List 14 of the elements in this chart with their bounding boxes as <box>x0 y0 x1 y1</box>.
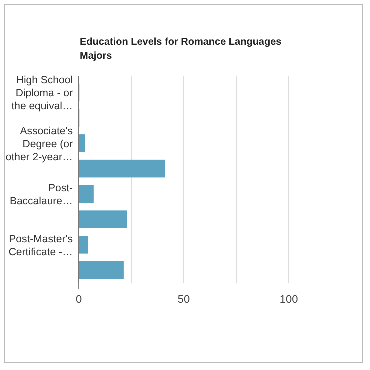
bar <box>79 185 94 204</box>
bar <box>79 160 166 178</box>
y-tick-label: Associate's Degree (or other 2-year… <box>6 125 74 164</box>
x-tick-label: 0 <box>76 294 82 306</box>
bar <box>79 134 86 152</box>
bar <box>79 236 88 254</box>
y-tick-label: Post-Baccalaure… <box>10 182 74 208</box>
x-tick-label: 50 <box>178 294 190 306</box>
bar <box>79 210 128 228</box>
chart-title: Education Levels for Romance Languages Majors <box>80 37 282 62</box>
y-tick-label: Post-Master's Certificate -… <box>8 233 73 258</box>
y-tick-label: High School Diploma - or the equival… <box>12 74 74 113</box>
bar <box>79 261 124 280</box>
x-tick-label: 100 <box>280 294 298 306</box>
